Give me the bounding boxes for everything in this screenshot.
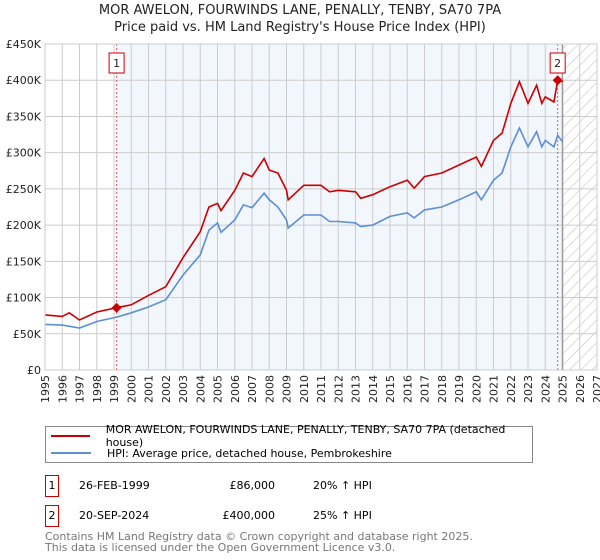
sale-date: 26-FEB-1999 — [79, 479, 150, 492]
x-tick-label: 1999 — [108, 375, 121, 403]
x-tick-label: 2015 — [384, 375, 397, 403]
x-tick-label: 2022 — [505, 375, 518, 403]
x-tick-label: 2016 — [401, 375, 414, 403]
y-tick-label: £0 — [27, 364, 41, 377]
y-tick-label: £250K — [6, 183, 42, 196]
legend-swatch-red — [51, 435, 90, 437]
x-tick-label: 1996 — [56, 375, 69, 403]
x-tick-label: 2000 — [125, 375, 138, 403]
sale-badge: 2 — [45, 505, 59, 527]
y-tick-label: £450K — [6, 38, 42, 51]
x-tick-label: 2011 — [315, 375, 328, 403]
x-tick-label: 2001 — [143, 375, 156, 403]
x-tick-label: 2012 — [332, 375, 345, 403]
x-tick-label: 1995 — [39, 375, 52, 403]
ownership-shade — [116, 44, 563, 370]
x-tick-label: 2024 — [539, 375, 552, 403]
footer-copyright: Contains HM Land Registry data © Crown c… — [45, 530, 473, 543]
sale-price: £86,000 — [229, 479, 276, 492]
annotation-label: 2 — [554, 57, 561, 70]
annotation-box — [108, 52, 125, 74]
y-tick-label: £50K — [13, 328, 42, 341]
x-tick-label: 2009 — [281, 375, 294, 403]
x-tick-label: 2018 — [436, 375, 449, 403]
legend-swatch-blue — [51, 452, 91, 454]
x-tick-label: 2003 — [177, 375, 190, 403]
sale-hpi: 20% ↑ HPI — [313, 479, 372, 492]
x-tick-label: 2026 — [574, 375, 587, 403]
sale-row: 1 26-FEB-1999 £86,000 20% ↑ HPI — [45, 475, 545, 497]
x-tick-label: 2020 — [470, 375, 483, 403]
x-tick-label: 2010 — [298, 375, 311, 403]
sale-row: 2 20-SEP-2024 £400,000 25% ↑ HPI — [45, 505, 545, 527]
legend-item-property: MOR AWELON, FOURWINDS LANE, PENALLY, TEN… — [46, 423, 532, 449]
x-tick-label: 2025 — [557, 375, 570, 403]
hpi-line — [44, 126, 564, 329]
sale-price: £400,000 — [222, 509, 276, 522]
chart-subtitle: Price paid vs. HM Land Registry's House … — [114, 20, 486, 35]
x-tick-label: 2013 — [350, 375, 363, 403]
x-tick-label: 2002 — [160, 375, 173, 403]
y-tick-label: £400K — [6, 74, 42, 87]
y-tick-label: £150K — [6, 255, 42, 268]
sale-marker — [111, 302, 122, 313]
annotation-box — [549, 52, 566, 74]
y-tick-label: £300K — [6, 147, 42, 160]
x-tick-label: 2006 — [229, 375, 242, 403]
x-tick-label: 2019 — [453, 375, 466, 403]
y-tick-label: £100K — [6, 292, 42, 305]
x-tick-label: 2007 — [246, 375, 259, 403]
x-tick-label: 1998 — [91, 375, 104, 403]
annotation-label: 1 — [113, 57, 120, 70]
x-tick-label: 2023 — [522, 375, 535, 403]
x-tick-label: 2008 — [263, 375, 276, 403]
x-tick-label: 2014 — [367, 375, 380, 403]
y-tick-label: £350K — [6, 110, 42, 123]
x-tick-label: 2017 — [419, 375, 432, 403]
sale-hpi: 25% ↑ HPI — [313, 509, 372, 522]
x-tick-label: 2005 — [212, 375, 225, 403]
sale-date: 20-SEP-2024 — [79, 509, 150, 522]
x-tick-label: 1997 — [74, 375, 87, 403]
x-tick-label: 2004 — [194, 375, 207, 403]
chart-title: MOR AWELON, FOURWINDS LANE, PENALLY, TEN… — [98, 3, 502, 18]
legend-label: MOR AWELON, FOURWINDS LANE, PENALLY, TEN… — [105, 423, 506, 449]
x-tick-label: 2021 — [488, 375, 501, 403]
legend-item-hpi: HPI: Average price, detached house, Pemb… — [46, 445, 392, 461]
legend-label: HPI: Average price, detached house, Pemb… — [107, 446, 392, 460]
legend: MOR AWELON, FOURWINDS LANE, PENALLY, TEN… — [45, 423, 533, 463]
footer-licence: This data is licensed under the Open Gov… — [45, 541, 396, 554]
price-chart: £0 £50K £100K £150K £200K £250K £300K £350K £400… — [6, 38, 600, 403]
y-tick-label: £200K — [6, 219, 42, 232]
price-paid-line — [44, 79, 563, 321]
sale-marker — [552, 75, 563, 86]
plot-border — [44, 43, 598, 371]
x-tick-label: 2027 — [591, 375, 600, 403]
sale-badge: 1 — [45, 475, 59, 497]
